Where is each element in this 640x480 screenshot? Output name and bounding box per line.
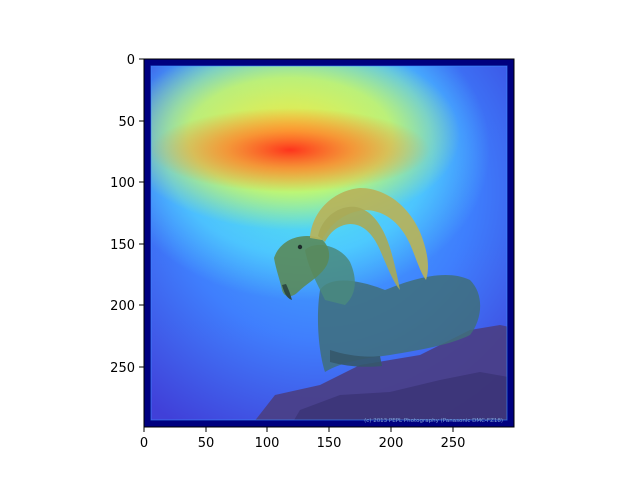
x-tick-label: 0 bbox=[140, 436, 148, 451]
y-tick-label: 200 bbox=[110, 299, 135, 314]
y-tick-label: 50 bbox=[118, 115, 135, 130]
x-tick-label: 150 bbox=[317, 436, 342, 451]
rock-lower bbox=[290, 372, 514, 427]
y-axis: 0 50 100 150 200 250 bbox=[110, 53, 144, 376]
y-tick-label: 250 bbox=[110, 361, 135, 376]
y-tick-label: 100 bbox=[110, 176, 135, 191]
x-tick-label: 200 bbox=[379, 436, 404, 451]
heatmap-hot-region bbox=[150, 108, 430, 192]
x-tick-label: 100 bbox=[255, 436, 280, 451]
ibex-icon bbox=[274, 188, 481, 372]
heatmap-image: (c) 2013 PEPL Photography (Panasonic DMC… bbox=[144, 59, 514, 427]
x-tick-label: 50 bbox=[198, 436, 215, 451]
x-tick-label: 250 bbox=[441, 436, 466, 451]
photo-credit: (c) 2013 PEPL Photography (Panasonic DMC… bbox=[364, 418, 503, 424]
y-tick-label: 150 bbox=[110, 238, 135, 253]
y-tick-label: 0 bbox=[127, 53, 135, 68]
x-axis: 0 50 100 150 200 250 bbox=[140, 427, 466, 451]
